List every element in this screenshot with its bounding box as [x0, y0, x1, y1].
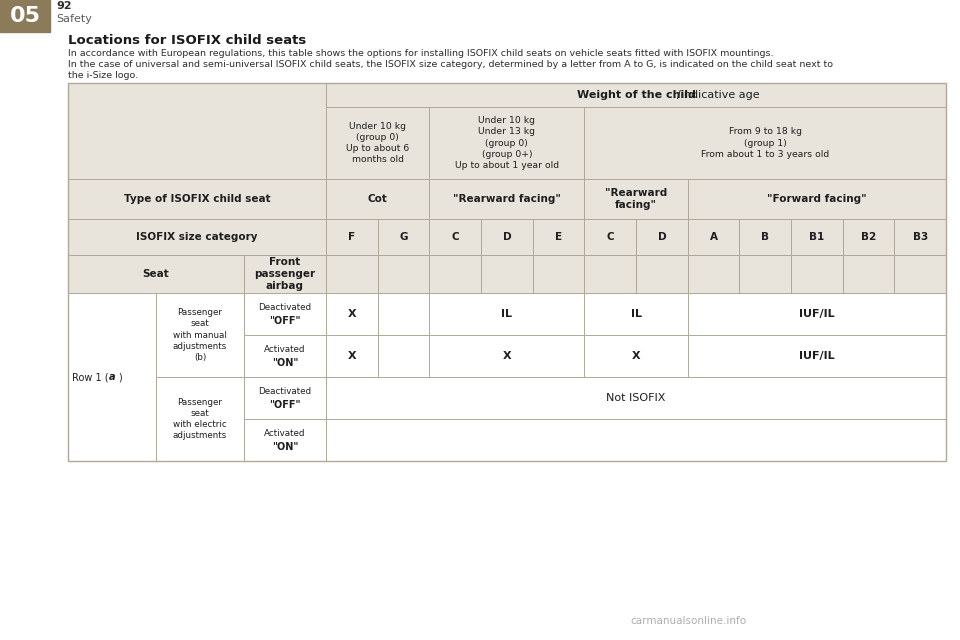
- Bar: [68, 83, 326, 179]
- Text: In accordance with European regulations, this table shows the options for instal: In accordance with European regulations,…: [68, 49, 774, 58]
- Text: the i-Size logo.: the i-Size logo.: [68, 71, 138, 80]
- Bar: [326, 179, 429, 219]
- Text: B1: B1: [809, 232, 825, 242]
- Text: carmanualsonline.info: carmanualsonline.info: [630, 616, 746, 626]
- Bar: [533, 219, 585, 255]
- Text: Cot: Cot: [368, 194, 388, 204]
- Bar: [68, 255, 244, 293]
- Text: A: A: [709, 232, 717, 242]
- Text: IUF/IL: IUF/IL: [799, 309, 834, 319]
- Text: Seat: Seat: [143, 269, 169, 279]
- Bar: [429, 293, 585, 335]
- Text: Front
passenger
airbag: Front passenger airbag: [254, 257, 316, 291]
- Text: F: F: [348, 232, 355, 242]
- Text: D: D: [502, 232, 511, 242]
- Bar: [429, 179, 585, 219]
- Text: X: X: [632, 351, 640, 361]
- Bar: [429, 255, 481, 293]
- Bar: [326, 107, 429, 179]
- Text: a: a: [109, 372, 115, 382]
- Bar: [326, 419, 946, 461]
- Text: Under 10 kg
Under 13 kg
(group 0)
(group 0+)
Up to about 1 year old: Under 10 kg Under 13 kg (group 0) (group…: [455, 116, 559, 170]
- Text: D: D: [658, 232, 666, 242]
- Bar: [244, 293, 326, 335]
- Bar: [156, 293, 244, 377]
- Bar: [377, 255, 429, 293]
- Text: Locations for ISOFIX child seats: Locations for ISOFIX child seats: [68, 34, 306, 47]
- Text: Weight of the child: Weight of the child: [577, 90, 695, 100]
- Bar: [481, 219, 533, 255]
- Bar: [585, 335, 687, 377]
- Text: "ON": "ON": [272, 358, 299, 368]
- Text: 92: 92: [56, 1, 72, 11]
- Bar: [68, 219, 326, 255]
- Text: "Rearward
facing": "Rearward facing": [605, 188, 667, 210]
- Text: X: X: [502, 351, 511, 361]
- Text: Safety: Safety: [56, 14, 92, 24]
- Bar: [68, 293, 156, 461]
- Bar: [377, 293, 429, 335]
- Text: X: X: [348, 351, 356, 361]
- Bar: [585, 219, 636, 255]
- Bar: [377, 335, 429, 377]
- Text: Not ISOFIX: Not ISOFIX: [607, 393, 665, 403]
- Bar: [687, 335, 946, 377]
- Text: In the case of universal and semi-universal ISOFIX child seats, the ISOFIX size : In the case of universal and semi-univer…: [68, 60, 833, 69]
- Bar: [636, 255, 687, 293]
- Bar: [533, 255, 585, 293]
- Bar: [687, 219, 739, 255]
- Text: Deactivated: Deactivated: [258, 303, 312, 312]
- Bar: [636, 219, 687, 255]
- Bar: [585, 107, 946, 179]
- Bar: [687, 255, 739, 293]
- Bar: [326, 255, 377, 293]
- Bar: [481, 255, 533, 293]
- Bar: [739, 255, 791, 293]
- Text: IUF/IL: IUF/IL: [799, 351, 834, 361]
- Bar: [843, 255, 895, 293]
- Bar: [429, 219, 481, 255]
- Bar: [68, 179, 326, 219]
- Bar: [895, 255, 946, 293]
- Bar: [326, 335, 377, 377]
- Text: ISOFIX size category: ISOFIX size category: [136, 232, 257, 242]
- Text: Deactivated: Deactivated: [258, 387, 312, 397]
- Bar: [791, 219, 843, 255]
- Text: IL: IL: [631, 309, 641, 319]
- Text: /indicative age: /indicative age: [677, 90, 759, 100]
- Text: "OFF": "OFF": [269, 400, 300, 410]
- Text: Passenger
seat
with electric
adjustments: Passenger seat with electric adjustments: [173, 398, 228, 440]
- Text: "Rearward facing": "Rearward facing": [453, 194, 561, 204]
- Text: ): ): [118, 372, 122, 382]
- Bar: [687, 179, 946, 219]
- Text: B: B: [761, 232, 769, 242]
- Bar: [244, 255, 326, 293]
- Bar: [326, 293, 377, 335]
- Bar: [791, 255, 843, 293]
- Text: E: E: [555, 232, 562, 242]
- Text: Activated: Activated: [264, 429, 305, 438]
- Bar: [687, 293, 946, 335]
- Text: C: C: [451, 232, 459, 242]
- Text: Passenger
seat
with manual
adjustments
(b): Passenger seat with manual adjustments (…: [173, 308, 228, 362]
- Text: X: X: [348, 309, 356, 319]
- Bar: [377, 219, 429, 255]
- Text: "ON": "ON": [272, 442, 299, 452]
- Text: Row 1 (: Row 1 (: [72, 372, 109, 382]
- Bar: [156, 377, 244, 461]
- Bar: [68, 83, 946, 461]
- Bar: [244, 377, 326, 419]
- Bar: [326, 377, 946, 419]
- Bar: [585, 255, 636, 293]
- Bar: [895, 219, 946, 255]
- Text: From 9 to 18 kg
(group 1)
From about 1 to 3 years old: From 9 to 18 kg (group 1) From about 1 t…: [701, 127, 829, 159]
- Bar: [585, 293, 687, 335]
- Bar: [326, 83, 946, 107]
- Bar: [739, 219, 791, 255]
- Text: B2: B2: [861, 232, 876, 242]
- Text: G: G: [399, 232, 408, 242]
- Bar: [429, 107, 585, 179]
- Text: IL: IL: [501, 309, 513, 319]
- Bar: [244, 419, 326, 461]
- Text: Activated: Activated: [264, 346, 305, 355]
